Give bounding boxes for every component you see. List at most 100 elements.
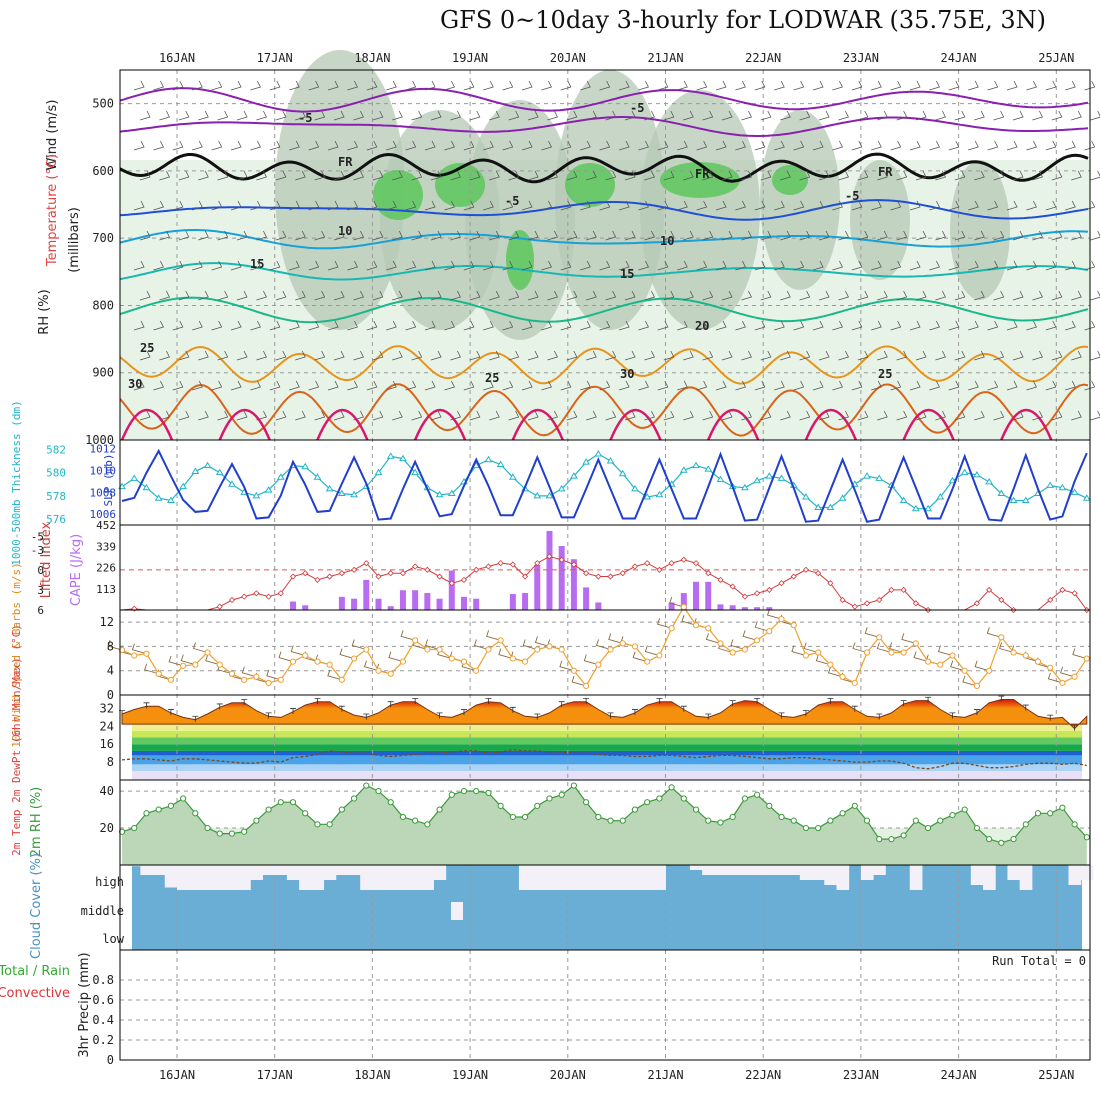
wind-barb (502, 200, 514, 211)
temp-minmax-bar (705, 713, 712, 720)
surface-wind-barb (632, 651, 648, 663)
wind-barb (211, 260, 223, 271)
wind-barb (153, 200, 164, 211)
cloud-high-clear (567, 865, 581, 890)
wind-barb (1006, 80, 1018, 91)
wind-barb (890, 200, 902, 211)
cloud-high-clear (128, 865, 141, 867)
wind-barb (198, 230, 209, 241)
date-label-bottom: 19JAN (452, 1068, 488, 1082)
rh-line-point (155, 806, 162, 813)
surface-wind-barb (168, 655, 184, 667)
temp-minmax-bar (900, 700, 907, 707)
wind-barb (256, 110, 267, 121)
wind-barb (236, 350, 248, 361)
cloud-high-clear (983, 865, 996, 890)
wind-barb (483, 380, 494, 391)
wind-barb (857, 290, 869, 301)
wind-barb (993, 230, 1005, 241)
cloud-high-clear (299, 865, 312, 890)
cape-bar (424, 593, 431, 610)
wind-barb (760, 230, 772, 241)
wind-barb (541, 140, 552, 151)
wind-speed-line-point (314, 658, 321, 665)
wind-barb (1090, 290, 1100, 301)
wind-barb (192, 80, 203, 91)
surface-wind-barb (363, 660, 379, 672)
rh-line-point (570, 782, 578, 789)
wind-barb (909, 80, 921, 91)
rh-line-point (265, 806, 272, 813)
wind-barb (366, 380, 378, 391)
wind-speed-line-point (644, 658, 651, 665)
wind-barb (489, 170, 500, 181)
thickness-line-point (142, 483, 151, 491)
wind-barb (663, 230, 675, 241)
wind-barb (178, 230, 190, 241)
lifted-index-point (473, 566, 480, 573)
cape-bar (534, 564, 541, 610)
wind-barb (198, 170, 209, 181)
wind-barb (890, 140, 902, 151)
wind-barb (715, 200, 727, 211)
lifted-index-point (839, 596, 846, 604)
wind-barb (424, 140, 436, 151)
cloud-high-clear (1068, 865, 1082, 885)
wind-barb (327, 380, 339, 391)
wind-barb (308, 200, 320, 211)
rh-line-point (412, 817, 419, 824)
wind-barb (230, 260, 242, 271)
surface-wind-barb (266, 669, 281, 681)
thickness-line-point (1058, 483, 1067, 491)
wind-barb (139, 170, 151, 181)
temp-minmax-bar (754, 697, 761, 704)
wind-barb (832, 260, 843, 271)
wind-barb (638, 380, 649, 391)
cape-bar (668, 602, 675, 610)
temp-minmax-bar (167, 709, 174, 716)
lifted-index-point (815, 570, 822, 577)
wind-barb (308, 380, 320, 391)
cape-bar (570, 559, 577, 610)
rh-line-point (204, 824, 211, 832)
wind-speed-line-point (1083, 655, 1090, 662)
contour-label: 10 (660, 234, 674, 248)
wind-barb (405, 140, 417, 151)
wind-barb (508, 110, 520, 121)
cloud-high-clear (1007, 865, 1021, 880)
cloud-high-clear (580, 865, 593, 890)
lifted-index-point (973, 600, 980, 607)
wind-barb (799, 350, 811, 361)
thickness-line-point (863, 472, 871, 479)
thickness-line-point (960, 468, 969, 476)
rh-line-point (949, 812, 956, 819)
thickness-line-point (411, 468, 420, 476)
wind-tick-label: 4 (107, 664, 114, 678)
contour-label: -5 (630, 101, 644, 115)
contour-15 (119, 262, 1089, 281)
wind-barb (644, 350, 655, 361)
wind-barb (430, 350, 442, 361)
lifted-index-point (754, 590, 761, 597)
wind-barb (987, 320, 999, 331)
lifted-index-point (253, 590, 260, 597)
panel-fills (120, 50, 1090, 950)
surface-wind-barb (534, 636, 550, 647)
wind-speed-line-point (497, 637, 504, 644)
wind-speed-line-point (619, 640, 626, 647)
date-label-top: 23JAN (843, 51, 879, 65)
wind-barb (372, 110, 384, 121)
wind-barb (502, 380, 514, 391)
temp-color-band (132, 730, 1082, 738)
thickness-line-point (118, 482, 126, 490)
contour-label: 25 (140, 341, 154, 355)
wind-barb (366, 200, 378, 211)
thickness-line-point (777, 474, 786, 481)
cape-tick-label: 339 (96, 540, 116, 553)
cloud-high-clear (616, 865, 630, 890)
rh-line-point (619, 817, 626, 824)
wind-barb (256, 170, 267, 181)
thickness-line-point (826, 503, 835, 511)
temp-minmax-bar (387, 701, 394, 708)
thickness-tick-label: 578 (46, 490, 66, 503)
